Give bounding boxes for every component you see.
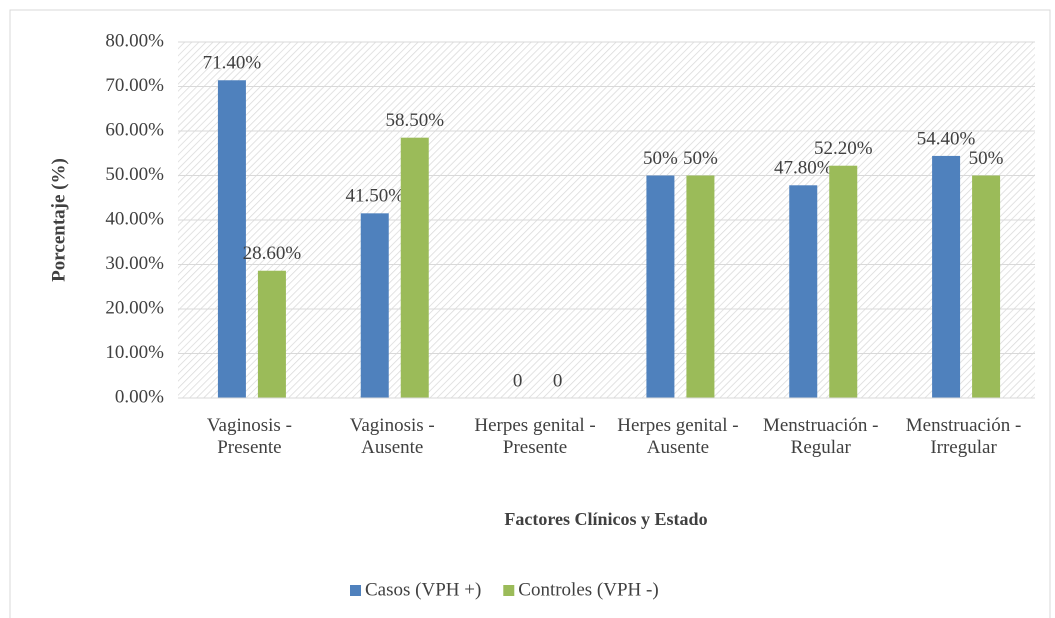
data-label: 47.80% (774, 158, 833, 179)
x-tick-label: Herpes genital - Presente (474, 415, 596, 458)
y-tick-label: 30.00% (105, 253, 164, 274)
data-label: 0 (513, 370, 523, 391)
legend-swatch (350, 585, 361, 596)
data-label: 0 (553, 370, 563, 391)
y-tick-label: 10.00% (105, 342, 164, 363)
x-tick-label-box: Menstruación - Irregular (905, 415, 1022, 458)
bar (972, 175, 1001, 398)
x-tick-label: Vaginosis - Ausente (349, 415, 435, 458)
data-label: 41.50% (345, 186, 404, 207)
x-tick-label: Herpes genital - Ausente (617, 415, 739, 458)
x-tick-label-box: Vaginosis - Ausente (349, 415, 435, 458)
bar (257, 270, 286, 398)
data-label: 71.40% (203, 53, 262, 74)
x-tick-label: Vaginosis - Presente (206, 415, 292, 458)
bar (789, 185, 818, 398)
x-tick-label-box: Herpes genital - Presente (474, 415, 596, 458)
data-label: 28.60% (243, 243, 302, 264)
data-label: 50% (969, 148, 1004, 169)
bar (360, 213, 389, 398)
bar (646, 175, 675, 398)
legend-swatch (503, 585, 515, 596)
legend-label: Casos (VPH +) (365, 579, 481, 600)
data-label: 58.50% (385, 110, 444, 131)
y-tick-label: 80.00% (105, 30, 164, 51)
y-tick-label: 20.00% (105, 297, 164, 318)
x-tick-label: Menstruación - Regular (762, 415, 879, 458)
x-tick-label-box: Herpes genital - Ausente (617, 415, 739, 458)
x-axis-title: Factores Clínicos y Estado (504, 509, 707, 529)
data-label: 54.40% (917, 128, 976, 149)
y-tick-label: 70.00% (105, 75, 164, 96)
y-tick-label: 40.00% (105, 208, 164, 229)
data-label: 50% (683, 148, 718, 169)
x-tick-label: Menstruación - Irregular (905, 415, 1022, 458)
bar (217, 80, 246, 399)
bar (686, 175, 715, 398)
bar (932, 155, 961, 398)
x-tick-label-box: Vaginosis - Presente (206, 415, 292, 458)
y-tick-label: 0.00% (115, 386, 164, 407)
legend-label: Controles (VPH -) (518, 579, 658, 600)
y-tick-label: 60.00% (105, 119, 164, 140)
bar (829, 165, 858, 398)
y-tick-label: 50.00% (105, 164, 164, 185)
y-axis-title: Porcentaje (%) (48, 158, 69, 282)
x-tick-label-box: Menstruación - Regular (762, 415, 879, 458)
data-label: 50% (643, 148, 678, 169)
bar (400, 137, 429, 399)
data-label: 52.20% (814, 138, 873, 159)
